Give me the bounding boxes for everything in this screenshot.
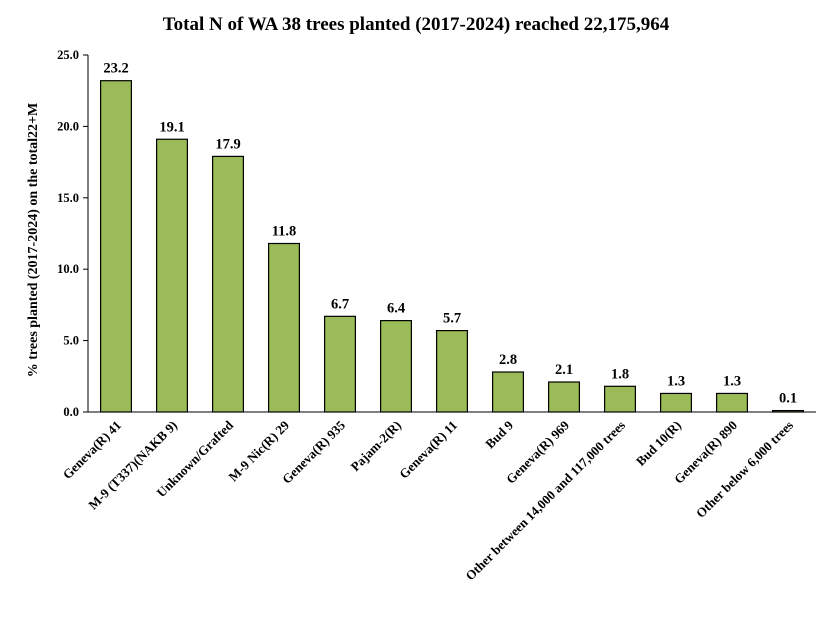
data-label: 2.8 [499, 352, 517, 368]
y-axis-ticks: 0.0 5.0 10.0 15.0 20.0 25.0 [57, 48, 88, 419]
bar [715, 392, 748, 413]
bars [99, 80, 804, 413]
data-label: 17.9 [215, 136, 240, 152]
y-tick-label: 5.0 [63, 334, 79, 348]
x-tick-label: Other below 6,000 trees [693, 418, 796, 521]
bar [156, 138, 189, 413]
y-tick-label: 0.0 [63, 405, 79, 419]
data-label: 5.7 [443, 311, 461, 327]
bar [212, 155, 245, 413]
data-label: 6.4 [387, 301, 405, 317]
bar [547, 381, 580, 413]
data-label: 23.2 [103, 61, 128, 77]
data-labels: 23.2 19.1 17.9 11.8 6.7 6.4 5.7 2.8 2.1 1.8 1.3 1.3… [103, 61, 797, 407]
y-tick-label: 15.0 [57, 191, 79, 205]
y-tick-label: 20.0 [57, 119, 79, 133]
x-tick-label: Bud 9 [482, 417, 516, 451]
bar [436, 330, 469, 413]
y-axis-label: % trees planted (2017-2024) on the total… [26, 103, 41, 377]
x-tick-label: Pajam-2(R) [348, 418, 405, 475]
data-label: 0.1 [779, 391, 797, 407]
data-label: 1.3 [667, 373, 685, 389]
bar [99, 80, 132, 413]
data-label: 19.1 [159, 119, 184, 135]
x-axis-tick-labels: Geneva(R) 41M-9 (T337)(NAKB 9)Unknown/Gr… [60, 417, 796, 583]
bar [380, 320, 413, 413]
bar [771, 409, 804, 413]
bar [492, 371, 525, 413]
bar [659, 392, 692, 413]
data-label: 1.8 [611, 366, 629, 382]
data-label: 1.3 [723, 373, 741, 389]
y-tick-label: 10.0 [57, 262, 79, 276]
y-tick-label: 25.0 [57, 48, 79, 62]
data-label: 11.8 [272, 223, 297, 239]
bar [324, 315, 357, 413]
bar [268, 242, 301, 413]
bar [603, 385, 636, 413]
x-tick-label: Geneva(R) 11 [396, 418, 460, 482]
data-label: 6.7 [331, 296, 349, 312]
data-label: 2.1 [555, 362, 573, 378]
chart-title: Total N of WA 38 trees planted (2017-202… [163, 14, 670, 35]
x-tick-label: Bud 10(R) [633, 418, 684, 469]
